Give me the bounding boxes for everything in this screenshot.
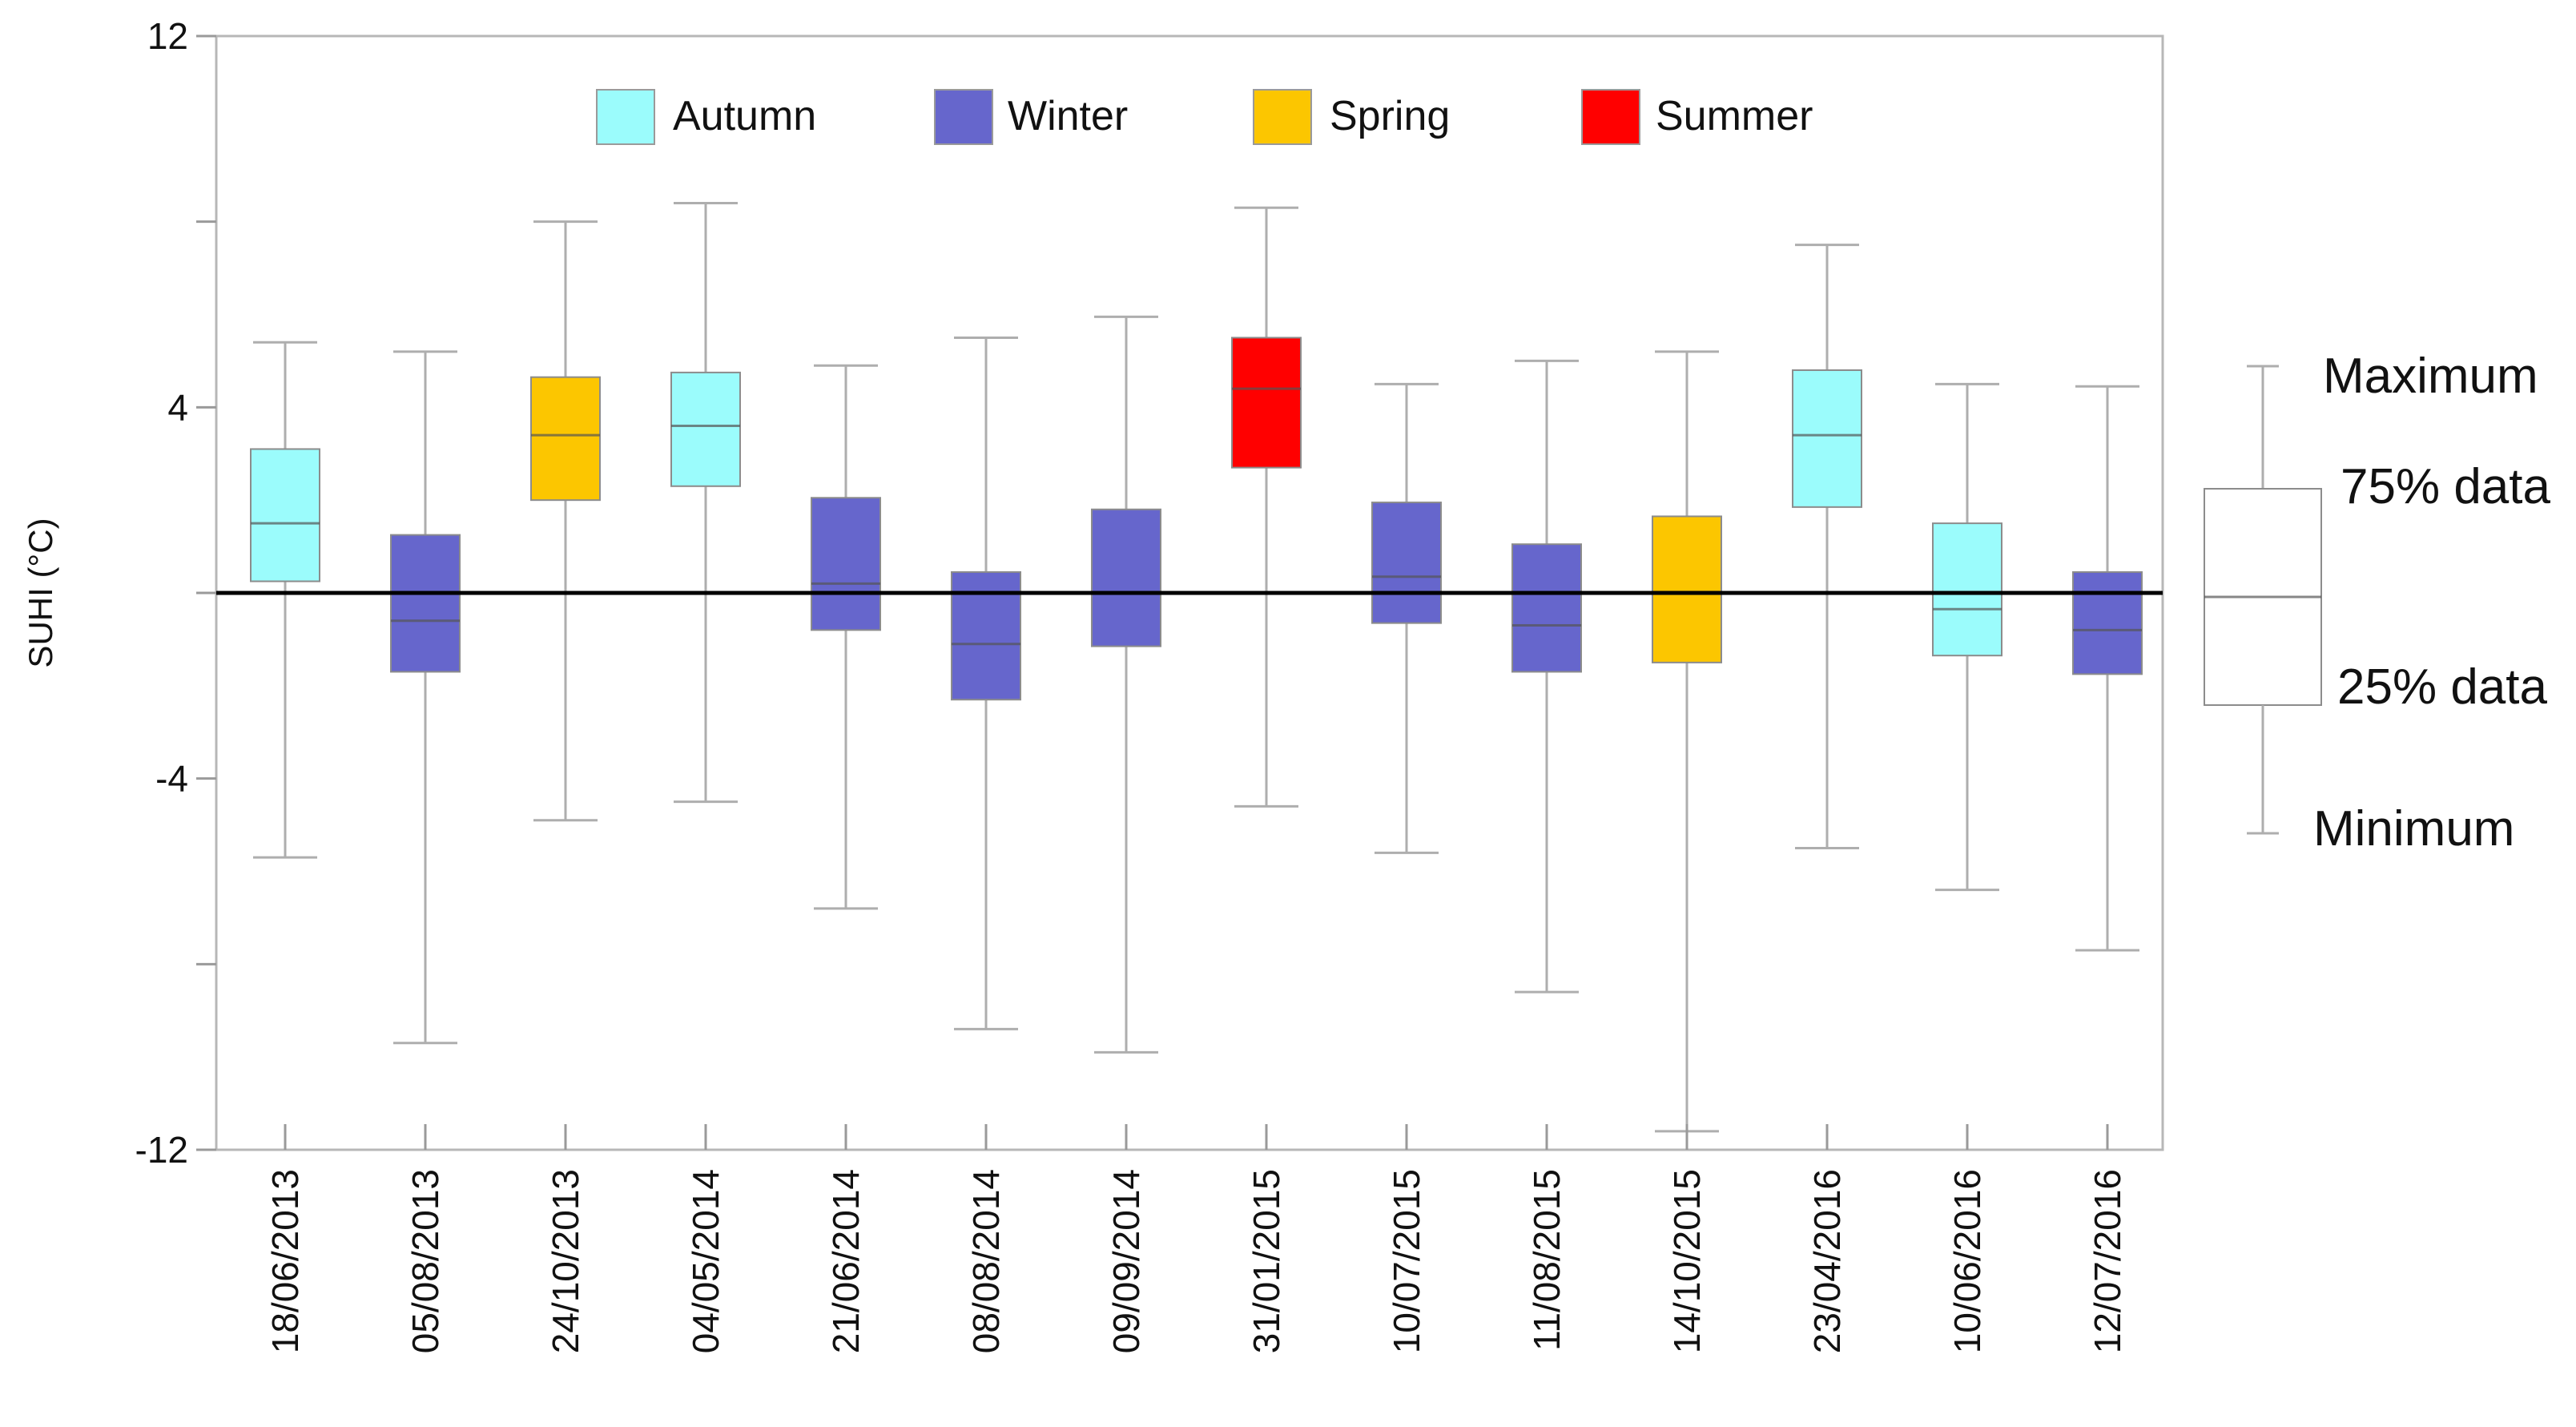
y-tick-label: -4 <box>155 758 188 800</box>
iqr-box <box>1792 369 1862 508</box>
iqr-box <box>1091 508 1161 647</box>
legend-label-autumn: Autumn <box>673 93 816 139</box>
legend-label-summer: Summer <box>1656 93 1813 139</box>
iqr-box <box>2072 570 2143 675</box>
x-tick-label: 05/08/2013 <box>405 1169 446 1353</box>
x-tick-label: 31/01/2015 <box>1246 1169 1287 1353</box>
x-tick-label: 14/10/2015 <box>1666 1169 1708 1353</box>
iqr-box <box>811 497 881 631</box>
y-axis-label: SUHI (°C) <box>22 518 59 667</box>
x-tick-label: 23/04/2016 <box>1806 1169 1848 1353</box>
x-tick-label: 09/09/2014 <box>1105 1169 1147 1353</box>
key-minimum-label: Minimum <box>2313 801 2514 857</box>
iqr-box <box>1652 515 1722 663</box>
x-tick-label: 11/08/2015 <box>1526 1169 1568 1351</box>
legend-label-spring: Spring <box>1330 93 1450 139</box>
x-tick-label: 04/05/2014 <box>685 1169 727 1353</box>
x-tick-label: 21/06/2014 <box>825 1169 867 1353</box>
box-10-06-2016 <box>1932 382 2002 892</box>
x-tick-label: 10/06/2016 <box>1946 1169 1988 1353</box>
iqr-box <box>530 376 601 502</box>
boxplot-key: Maximum 75% data 25% data Minimum <box>2204 349 2551 857</box>
legend-swatch-winter <box>934 89 993 145</box>
y-tick-label: 12 <box>147 15 188 57</box>
iqr-box <box>390 534 461 673</box>
box-08-08-2014 <box>951 336 1021 1030</box>
box-23-04-2016 <box>1792 244 1862 850</box>
legend-swatch-spring <box>1253 89 1312 145</box>
y-axis: 12 4 -4 -12 <box>135 15 216 1171</box>
y-tick-label: -12 <box>135 1129 188 1171</box>
y-tick-label: 4 <box>167 386 188 428</box>
iqr-box <box>1371 502 1442 624</box>
x-tick-label: 12/07/2016 <box>2087 1169 2128 1353</box>
box-31-01-2015 <box>1231 206 1302 808</box>
box-05-08-2013 <box>390 350 461 1045</box>
box-04-05-2014 <box>670 202 741 804</box>
x-tick-label: 08/08/2014 <box>965 1169 1007 1353</box>
x-tick-label: 24/10/2013 <box>545 1169 586 1353</box>
box-24-10-2013 <box>530 220 601 822</box>
box-series <box>250 202 2143 1133</box>
x-tick-label: 18/06/2013 <box>264 1169 306 1353</box>
box-14-10-2015 <box>1652 350 1722 1133</box>
box-21-06-2014 <box>811 364 881 910</box>
x-axis: 18/06/2013 05/08/2013 24/10/2013 04/05/2014… <box>264 1124 2128 1353</box>
box-10-07-2015 <box>1371 382 1442 854</box>
legend-label-winter: Winter <box>1008 93 1128 139</box>
legend-swatch-autumn <box>596 89 655 145</box>
x-tick-label: 10/07/2015 <box>1386 1169 1427 1353</box>
key-q1-label: 25% data <box>2337 659 2548 715</box>
box-11-08-2015 <box>1511 359 1582 994</box>
box-18-06-2013 <box>250 341 320 859</box>
iqr-box <box>1511 543 1582 673</box>
box-09-09-2014 <box>1091 315 1161 1054</box>
iqr-box <box>670 371 741 487</box>
box-12-07-2016 <box>2072 385 2143 952</box>
legend-swatch-summer <box>1581 89 1640 145</box>
season-legend: Autumn Winter Spring Summer <box>596 89 1813 145</box>
iqr-box <box>1932 522 2002 657</box>
key-maximum-label: Maximum <box>2323 349 2538 404</box>
iqr-box <box>1231 337 1302 469</box>
iqr-box <box>250 448 320 582</box>
key-q3-label: 75% data <box>2341 459 2551 514</box>
